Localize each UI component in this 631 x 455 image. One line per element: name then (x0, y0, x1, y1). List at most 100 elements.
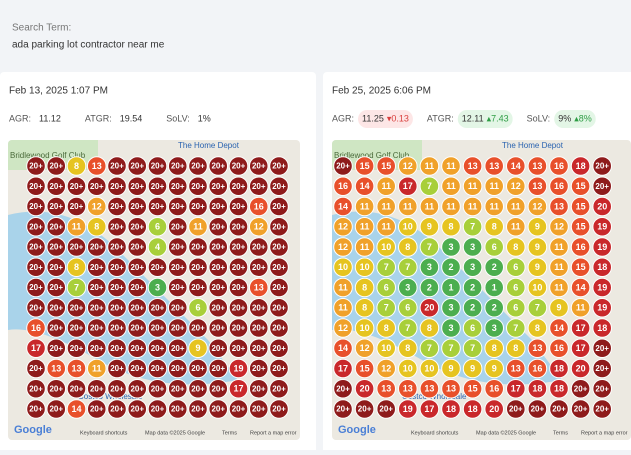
search-term: ada parking lot contractor near me (12, 40, 165, 51)
rank-pin (376, 297, 397, 318)
rank-label: 20+ (191, 243, 205, 252)
rank-label: 20+ (272, 364, 286, 373)
rank-pin (107, 399, 127, 419)
rank-label: 20+ (110, 364, 124, 373)
rank-pin (66, 338, 87, 359)
rank-label: 20+ (130, 384, 144, 393)
rank-label: 20+ (49, 222, 63, 231)
rank-pin (127, 176, 148, 197)
rank-label: 20+ (49, 243, 63, 252)
rank-label: 20+ (130, 303, 144, 312)
rank-pin (592, 156, 613, 176)
rank-label: 19 (233, 363, 243, 373)
rank-pin (66, 257, 87, 278)
map-footer: Keyboard shortcuts (80, 430, 128, 436)
rank-label: 20+ (171, 324, 185, 333)
rank-label: 7 (427, 242, 432, 252)
rank-pin (26, 297, 46, 318)
rank-label: 9 (535, 242, 540, 252)
rank-pin (269, 399, 289, 419)
rank-label: 3 (427, 262, 432, 272)
rank-label: 8 (513, 343, 518, 353)
rank-label: 11 (446, 201, 456, 211)
rank-pin (86, 399, 107, 419)
rank-label: 20+ (110, 324, 124, 333)
rank-label: 20+ (272, 182, 286, 191)
rank-label: 9 (492, 363, 497, 373)
rank-label: 11 (381, 181, 391, 191)
rank-pin (506, 216, 526, 237)
rank-pin (333, 378, 353, 399)
rank-pin (107, 318, 127, 338)
rank-label: 16 (554, 181, 564, 191)
rank-label: 8 (94, 222, 99, 232)
rank-pin (107, 378, 127, 399)
rank-pin (66, 156, 87, 176)
google-logo: Google (14, 424, 52, 436)
rank-pin (269, 156, 289, 176)
rank-pin (441, 338, 461, 359)
rank-label: 20+ (232, 405, 246, 414)
rank-pin (208, 338, 229, 359)
rank-label: 20+ (272, 222, 286, 231)
rank-label: 8 (492, 343, 497, 353)
rank-pin (419, 176, 440, 197)
rank-pin (26, 338, 46, 359)
rank-label: 11 (360, 242, 370, 252)
rank-pin (376, 257, 397, 278)
rank-pin (527, 176, 548, 197)
rank-pin (248, 156, 269, 176)
rank-pin (376, 338, 397, 359)
rank-pin (506, 156, 526, 176)
rank-pin (592, 358, 613, 379)
rank-label: 13 (403, 384, 413, 394)
rank-label: 16 (254, 201, 264, 211)
rank-pin (484, 399, 505, 419)
rank-pin (147, 399, 168, 419)
rank-label: 15 (576, 222, 586, 232)
rank-label: 17 (576, 343, 586, 353)
rank-label: 13 (468, 161, 478, 171)
rank-label: 13 (51, 363, 61, 373)
rank-label: 20+ (90, 263, 104, 272)
rank-pin (228, 318, 249, 338)
metric-value: 11.12 (39, 113, 61, 123)
rank-label: 20+ (90, 324, 104, 333)
rank-label: 3 (448, 323, 453, 333)
rank-pin (570, 216, 591, 237)
rank-pin (419, 318, 440, 338)
rank-pin (208, 196, 229, 217)
rank-pin (147, 358, 168, 379)
rank-pin (86, 196, 107, 217)
rank-label: 20+ (272, 243, 286, 252)
rank-label: 20+ (191, 182, 205, 191)
rank-pin (248, 196, 269, 217)
rank-pin (333, 338, 353, 359)
rank-label: 20 (360, 384, 370, 394)
rank-pin (398, 399, 418, 419)
rank-label: 20+ (29, 222, 43, 231)
rank-pin (127, 338, 148, 359)
metric-change: ▴7.43 (487, 113, 509, 123)
rank-label: 20+ (70, 202, 84, 211)
rank-label: 20+ (171, 162, 185, 171)
rank-pin (376, 358, 397, 379)
rank-pin (333, 196, 353, 217)
rank-pin (441, 399, 461, 419)
rank-pin (228, 257, 249, 278)
rank-label: 20+ (130, 182, 144, 191)
rank-pin (147, 216, 168, 237)
rank-label: 13 (446, 384, 456, 394)
rank-pin (248, 378, 269, 399)
rank-label: 17 (511, 384, 521, 394)
rank-pin (46, 216, 67, 237)
rank-label: 11 (425, 201, 435, 211)
rank-label: 12 (254, 222, 264, 232)
rank-pin (419, 399, 440, 419)
rank-label: 7 (74, 282, 79, 292)
rank-pin (419, 257, 440, 278)
rank-label: 20+ (151, 384, 165, 393)
rank-label: 20+ (171, 263, 185, 272)
rank-pin (107, 338, 127, 359)
rank-pin (333, 257, 353, 278)
